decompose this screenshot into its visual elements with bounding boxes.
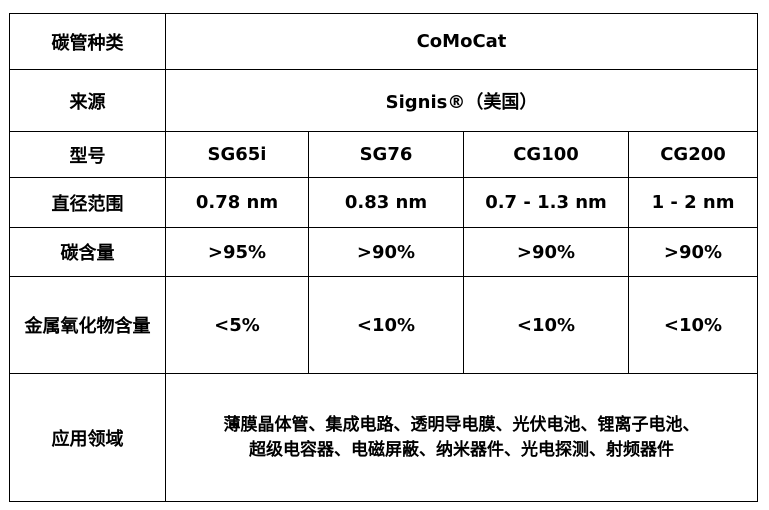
model-cell: CG100 xyxy=(463,131,629,178)
applications-value: 薄膜晶体管、集成电路、透明导电膜、光伏电池、锂离子电池、 超级电容器、电磁屏蔽、… xyxy=(164,373,759,502)
metal-oxide-cell: <10% xyxy=(308,276,464,374)
metal-oxide-cell: <5% xyxy=(165,276,309,374)
row-diameter: 直径范围 0.78 nm 0.83 nm 0.7 - 1.3 nm 1 - 2 … xyxy=(9,177,759,228)
row-source: 来源 Signis®（美国） xyxy=(9,69,759,132)
carbon-cell: >90% xyxy=(463,227,629,277)
row-type: 碳管种类 CoMoCat xyxy=(9,13,759,70)
diameter-cell: 0.7 - 1.3 nm xyxy=(463,177,629,228)
carbon-label: 碳含量 xyxy=(9,227,166,277)
carbon-cell: >95% xyxy=(165,227,309,277)
row-carbon: 碳含量 >95% >90% >90% >90% xyxy=(9,227,759,277)
spec-table: 碳管种类 CoMoCat 来源 Signis®（美国） 型号 SG65i SG7… xyxy=(9,13,759,502)
source-label: 来源 xyxy=(9,69,166,132)
diameter-cell: 0.83 nm xyxy=(308,177,464,228)
model-cell: SG76 xyxy=(308,131,464,178)
applications-line: 薄膜晶体管、集成电路、透明导电膜、光伏电池、锂离子电池、 xyxy=(223,414,700,435)
model-label: 型号 xyxy=(9,131,166,178)
carbon-cell: >90% xyxy=(308,227,464,277)
row-applications: 应用领域 薄膜晶体管、集成电路、透明导电膜、光伏电池、锂离子电池、 超级电容器、… xyxy=(9,373,759,502)
applications-line: 超级电容器、电磁屏蔽、纳米器件、光电探测、射频器件 xyxy=(249,439,674,460)
model-cell: CG200 xyxy=(627,131,759,178)
source-value: Signis®（美国） xyxy=(164,69,759,132)
type-label: 碳管种类 xyxy=(9,13,166,70)
diameter-label: 直径范围 xyxy=(9,177,166,228)
applications-label: 应用领域 xyxy=(9,373,166,502)
model-cell: SG65i xyxy=(165,131,309,178)
metal-oxide-cell: <10% xyxy=(463,276,629,374)
diameter-cell: 0.78 nm xyxy=(165,177,309,228)
type-value: CoMoCat xyxy=(164,13,759,70)
row-model: 型号 SG65i SG76 CG100 CG200 xyxy=(9,131,759,178)
row-metal-oxide: 金属氧化物含量 <5% <10% <10% <10% xyxy=(9,276,759,374)
carbon-cell: >90% xyxy=(627,227,759,277)
metal-oxide-label: 金属氧化物含量 xyxy=(9,276,166,374)
metal-oxide-cell: <10% xyxy=(627,276,759,374)
diameter-cell: 1 - 2 nm xyxy=(627,177,759,228)
